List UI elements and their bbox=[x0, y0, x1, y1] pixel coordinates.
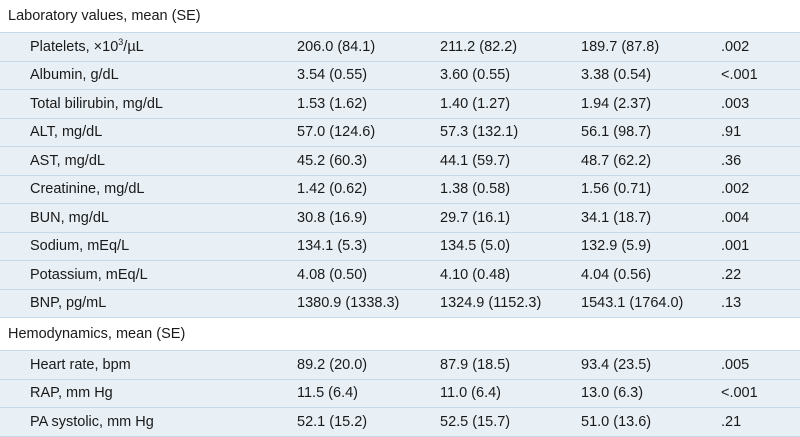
value-cell: 30.8 (16.9) bbox=[297, 209, 368, 226]
row-label: BNP, pg/mL bbox=[30, 295, 107, 312]
p-value-cell: .36 bbox=[721, 152, 742, 169]
value-cell: 211.2 (82.2) bbox=[440, 38, 518, 55]
value-cell: 11.5 (6.4) bbox=[297, 385, 358, 402]
value-cell: 57.3 (132.1) bbox=[440, 124, 519, 141]
value-cell: 57.0 (124.6) bbox=[297, 124, 376, 141]
value-cell: 29.7 (16.1) bbox=[440, 209, 511, 226]
table-row: AST, mg/dL 45.2 (60.3) 44.1 (59.7) 48.7 … bbox=[0, 147, 800, 176]
value-cell: 4.10 (0.48) bbox=[440, 266, 511, 283]
table-row: BUN, mg/dL 30.8 (16.9) 29.7 (16.1) 34.1 … bbox=[0, 204, 800, 233]
value-cell: 11.0 (6.4) bbox=[440, 385, 501, 402]
value-cell: 52.5 (15.7) bbox=[440, 413, 511, 430]
value-cell: 1.38 (0.58) bbox=[440, 181, 511, 198]
value-cell: 1380.9 (1338.3) bbox=[297, 295, 400, 312]
table-row: ALT, mg/dL 57.0 (124.6) 57.3 (132.1) 56.… bbox=[0, 118, 800, 147]
p-value-cell: .22 bbox=[721, 266, 742, 283]
value-cell: 93.4 (23.5) bbox=[581, 356, 652, 373]
p-value-cell: .21 bbox=[721, 413, 742, 430]
value-cell: 87.9 (18.5) bbox=[440, 356, 511, 373]
value-cell: 52.1 (15.2) bbox=[297, 413, 368, 430]
p-value-cell: .91 bbox=[721, 124, 742, 141]
table-row: Total bilirubin, mg/dL 1.53 (1.62) 1.40 … bbox=[0, 90, 800, 119]
table-row: Albumin, g/dL 3.54 (0.55) 3.60 (0.55) 3.… bbox=[0, 61, 800, 90]
value-cell: 89.2 (20.0) bbox=[297, 356, 368, 373]
p-value-cell: .005 bbox=[721, 356, 750, 373]
value-cell: 189.7 (87.8) bbox=[581, 38, 660, 55]
section-header-hemodynamics: Hemodynamics, mean (SE) bbox=[0, 318, 800, 351]
value-cell: 45.2 (60.3) bbox=[297, 152, 368, 169]
section-title: Laboratory values, mean (SE) bbox=[8, 8, 201, 24]
p-value-cell: <.001 bbox=[721, 385, 758, 402]
p-value-cell: .13 bbox=[721, 295, 742, 312]
table-row: Platelets, ×103/µL 206.0 (84.1) 211.2 (8… bbox=[0, 33, 800, 62]
table-row: Potassium, mEq/L 4.08 (0.50) 4.10 (0.48)… bbox=[0, 261, 800, 290]
row-label: Albumin, g/dL bbox=[30, 67, 119, 84]
row-label: Sodium, mEq/L bbox=[30, 238, 130, 255]
value-cell: 1.56 (0.71) bbox=[581, 181, 652, 198]
value-cell: 34.1 (18.7) bbox=[581, 209, 652, 226]
value-cell: 4.04 (0.56) bbox=[581, 266, 652, 283]
p-value-cell: .002 bbox=[721, 38, 750, 55]
value-cell: 206.0 (84.1) bbox=[297, 38, 376, 55]
p-value-cell: .004 bbox=[721, 209, 750, 226]
table-row: RAP, mm Hg 11.5 (6.4) 11.0 (6.4) 13.0 (6… bbox=[0, 379, 800, 408]
row-label: AST, mg/dL bbox=[30, 152, 105, 169]
value-cell: 134.5 (5.0) bbox=[440, 238, 511, 255]
table-row: Sodium, mEq/L 134.1 (5.3) 134.5 (5.0) 13… bbox=[0, 232, 800, 261]
value-cell: 44.1 (59.7) bbox=[440, 152, 511, 169]
row-label: RAP, mm Hg bbox=[30, 385, 113, 402]
value-cell: 132.9 (5.9) bbox=[581, 238, 652, 255]
table-row: BNP, pg/mL 1380.9 (1338.3) 1324.9 (1152.… bbox=[0, 289, 800, 318]
section-header-laboratory: Laboratory values, mean (SE) bbox=[0, 0, 800, 33]
value-cell: 1.94 (2.37) bbox=[581, 95, 652, 112]
value-cell: 4.08 (0.50) bbox=[297, 266, 368, 283]
value-cell: 1543.1 (1764.0) bbox=[581, 295, 684, 312]
value-cell: 13.0 (6.3) bbox=[581, 385, 644, 402]
p-value-cell: .001 bbox=[721, 238, 750, 255]
value-cell: 56.1 (98.7) bbox=[581, 124, 652, 141]
value-cell: 1.42 (0.62) bbox=[297, 181, 368, 198]
p-value-cell: .003 bbox=[721, 95, 750, 112]
value-cell: 1.53 (1.62) bbox=[297, 95, 368, 112]
row-label: Potassium, mEq/L bbox=[30, 266, 148, 283]
p-value-cell: <.001 bbox=[721, 67, 758, 84]
value-cell: 3.38 (0.54) bbox=[581, 67, 652, 84]
table-row: Heart rate, bpm 89.2 (20.0) 87.9 (18.5) … bbox=[0, 351, 800, 380]
value-cell: 51.0 (13.6) bbox=[581, 413, 652, 430]
row-label: BUN, mg/dL bbox=[30, 209, 109, 226]
value-cell: 134.1 (5.3) bbox=[297, 238, 368, 255]
value-cell: 3.60 (0.55) bbox=[440, 67, 511, 84]
table-row: Creatinine, mg/dL 1.42 (0.62) 1.38 (0.58… bbox=[0, 175, 800, 204]
table-row: PA systolic, mm Hg 52.1 (15.2) 52.5 (15.… bbox=[0, 408, 800, 437]
row-label: Heart rate, bpm bbox=[30, 356, 131, 373]
row-label: PA systolic, mm Hg bbox=[30, 413, 154, 430]
value-cell: 1324.9 (1152.3) bbox=[440, 295, 542, 312]
value-cell: 1.40 (1.27) bbox=[440, 95, 511, 112]
section-title: Hemodynamics, mean (SE) bbox=[8, 326, 186, 342]
row-label: Total bilirubin, mg/dL bbox=[30, 95, 163, 112]
row-label: ALT, mg/dL bbox=[30, 124, 103, 141]
value-cell: 48.7 (62.2) bbox=[581, 152, 652, 169]
row-label: Creatinine, mg/dL bbox=[30, 181, 145, 198]
value-cell: 3.54 (0.55) bbox=[297, 67, 368, 84]
row-label: Platelets, ×103/µL bbox=[30, 36, 144, 55]
p-value-cell: .002 bbox=[721, 181, 750, 198]
